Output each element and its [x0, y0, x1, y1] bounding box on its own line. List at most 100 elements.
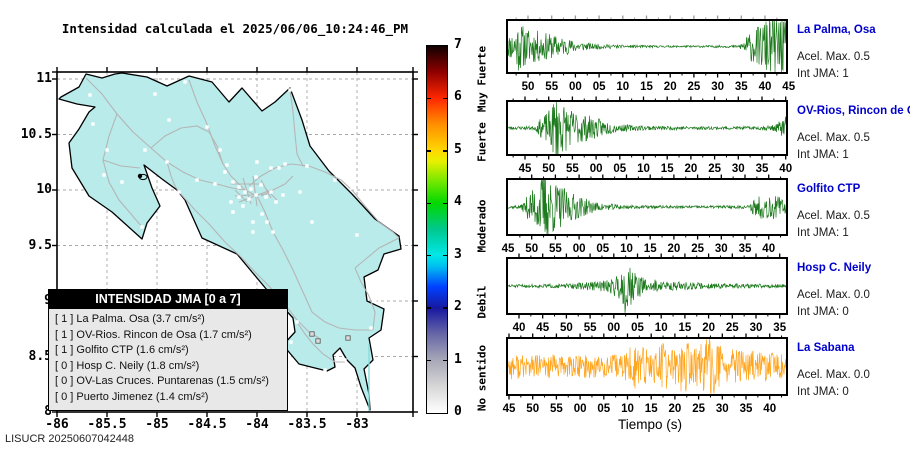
- station-acel-max: Acel. Max. 0.5: [797, 132, 870, 144]
- colorbar-label: Debil: [475, 285, 489, 319]
- x-tick-label: -85: [145, 417, 169, 432]
- station-acel-max: Acel. Max. 0.0: [797, 369, 870, 381]
- seismogram-panel-2: 45 50 55 00 05 10 15 20 25 30 35 40: [506, 96, 792, 175]
- time-tick-label: 05: [597, 403, 610, 415]
- time-tick-label: 30: [715, 243, 728, 255]
- station-marker: [277, 166, 281, 170]
- station-marker: [241, 204, 245, 208]
- time-tick-label: 55: [545, 81, 558, 93]
- colorbar-tick: [427, 359, 431, 362]
- station-marker: [249, 187, 253, 191]
- station-name: OV-Rios, Rincon de Os: [797, 105, 910, 117]
- waveform-trace: [506, 101, 787, 155]
- time-tick-label: 40: [763, 403, 776, 415]
- time-tick-label: 30: [716, 403, 729, 415]
- station-marker: [323, 368, 327, 372]
- colorbar-tick: [427, 307, 431, 309]
- seismogram-panel-1: 50 55 00 05 10 15 20 25 30 35 40 45: [506, 15, 796, 93]
- station-marker: [153, 92, 157, 96]
- waveform-trace: [506, 267, 787, 313]
- waveform-trace: [506, 20, 787, 73]
- x-tick-label: -84.5: [187, 417, 227, 432]
- station-marker: [105, 148, 109, 152]
- colorbar-tick: [427, 254, 431, 257]
- y-tick-label: 11: [36, 71, 52, 86]
- triggered-station-marker: [315, 338, 321, 344]
- time-tick-label: 10: [637, 163, 650, 175]
- colorbar-number: 5: [454, 141, 462, 157]
- station-name: Hosp C. Neily: [797, 262, 872, 274]
- time-tick-label: 35: [735, 81, 748, 93]
- colorbar-tick: [443, 97, 447, 100]
- time-tick-label: 50: [525, 243, 538, 255]
- waveform-trace: [506, 179, 787, 235]
- colorbar-number: 6: [454, 89, 462, 105]
- y-tick-label: 8.5: [28, 348, 52, 364]
- time-tick-label: 25: [691, 243, 704, 255]
- costa-rica-landmass: [58, 72, 402, 411]
- time-tick-label: 05: [593, 81, 606, 93]
- time-tick-label: 05: [613, 163, 626, 175]
- time-tick-label: 50: [522, 81, 535, 93]
- colorbar-number: 2: [454, 299, 462, 315]
- legend-station-row: [ 1 ] Golfito CTP (1.6 cm/s²): [55, 344, 189, 357]
- station-marker: [231, 210, 235, 214]
- time-tick-label: 50: [526, 403, 539, 415]
- station-marker: [269, 166, 273, 170]
- station-marker: [167, 118, 171, 122]
- colorbar-number: 4: [454, 194, 462, 210]
- time-tick-label: 55: [549, 243, 562, 255]
- station-marker: [373, 298, 377, 302]
- y-tick-label: 10: [36, 182, 52, 197]
- station-marker: [243, 190, 247, 194]
- time-tick-label: 15: [644, 243, 657, 255]
- time-tick-label: 30: [732, 163, 745, 175]
- time-tick-label: 35: [740, 403, 753, 415]
- time-tick-label: 10: [620, 243, 633, 255]
- time-tick-label: 45: [519, 163, 532, 175]
- waveform-trace: [506, 338, 787, 395]
- station-marker: [317, 110, 321, 114]
- triggered-station-marker: [345, 335, 351, 341]
- colorbar-tick: [443, 202, 447, 205]
- station-int-jma: Int JMA: 0: [797, 306, 849, 318]
- station-marker: [183, 80, 187, 84]
- x-tick-label: -86: [45, 417, 69, 432]
- station-marker: [305, 164, 309, 168]
- time-tick-label: 00: [607, 322, 620, 334]
- station-marker: [254, 193, 258, 197]
- time-tick-label: 35: [756, 163, 769, 175]
- colorbar-tick: [443, 150, 447, 152]
- station-marker: [343, 358, 347, 362]
- time-tick-label: 15: [640, 81, 653, 93]
- time-tick-label: 55: [550, 403, 563, 415]
- station-marker: [355, 233, 359, 237]
- time-tick-label: 20: [664, 81, 677, 93]
- time-tick-label: 25: [708, 163, 721, 175]
- station-marker: [274, 200, 278, 204]
- station-marker: [229, 200, 233, 204]
- legend-station-row: [ 0 ] Hosp C. Neily (1.8 cm/s²): [55, 359, 200, 372]
- time-tick-label: 40: [779, 163, 792, 175]
- time-tick-label: 35: [773, 322, 786, 334]
- time-tick-label: 40: [759, 81, 772, 93]
- station-name: La Palma, Osa: [797, 24, 876, 36]
- station-marker: [254, 175, 258, 179]
- station-marker: [195, 178, 199, 182]
- station-marker: [264, 195, 268, 199]
- time-tick-label: 55: [584, 322, 597, 334]
- station-marker: [271, 230, 275, 234]
- station-marker: [289, 340, 293, 344]
- station-marker: [295, 320, 299, 324]
- time-tick-label: 15: [679, 322, 692, 334]
- station-marker: [288, 88, 292, 92]
- time-tick-label: 00: [573, 243, 586, 255]
- time-tick-label: 35: [739, 243, 752, 255]
- colorbar-tick: [443, 254, 447, 257]
- colorbar-number: 1: [454, 351, 462, 367]
- colorbar-label: Fuerte: [475, 122, 489, 162]
- station-marker: [143, 148, 147, 152]
- seismogram-panel-5: 45 50 55 00 05 10 15 20 25 30 35 40: [503, 333, 788, 415]
- station-marker: [298, 190, 302, 194]
